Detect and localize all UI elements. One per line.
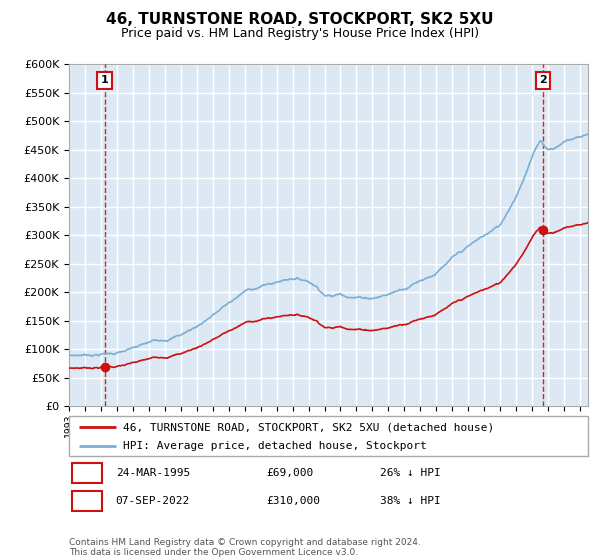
Text: 38% ↓ HPI: 38% ↓ HPI xyxy=(380,496,441,506)
Text: 07-SEP-2022: 07-SEP-2022 xyxy=(116,496,190,506)
Text: 1: 1 xyxy=(101,76,109,85)
Text: 46, TURNSTONE ROAD, STOCKPORT, SK2 5XU (detached house): 46, TURNSTONE ROAD, STOCKPORT, SK2 5XU (… xyxy=(124,422,495,432)
Text: Price paid vs. HM Land Registry's House Price Index (HPI): Price paid vs. HM Land Registry's House … xyxy=(121,27,479,40)
Text: 46, TURNSTONE ROAD, STOCKPORT, SK2 5XU: 46, TURNSTONE ROAD, STOCKPORT, SK2 5XU xyxy=(106,12,494,27)
Text: £310,000: £310,000 xyxy=(266,496,320,506)
Text: 2: 2 xyxy=(539,76,547,85)
Text: HPI: Average price, detached house, Stockport: HPI: Average price, detached house, Stoc… xyxy=(124,441,427,451)
Bar xyxy=(71,491,101,511)
Text: 24-MAR-1995: 24-MAR-1995 xyxy=(116,468,190,478)
Text: £69,000: £69,000 xyxy=(266,468,313,478)
Text: 26% ↓ HPI: 26% ↓ HPI xyxy=(380,468,441,478)
Text: 1: 1 xyxy=(83,468,90,478)
Bar xyxy=(71,463,101,483)
Text: 2: 2 xyxy=(83,496,90,506)
Text: Contains HM Land Registry data © Crown copyright and database right 2024.
This d: Contains HM Land Registry data © Crown c… xyxy=(69,538,421,557)
